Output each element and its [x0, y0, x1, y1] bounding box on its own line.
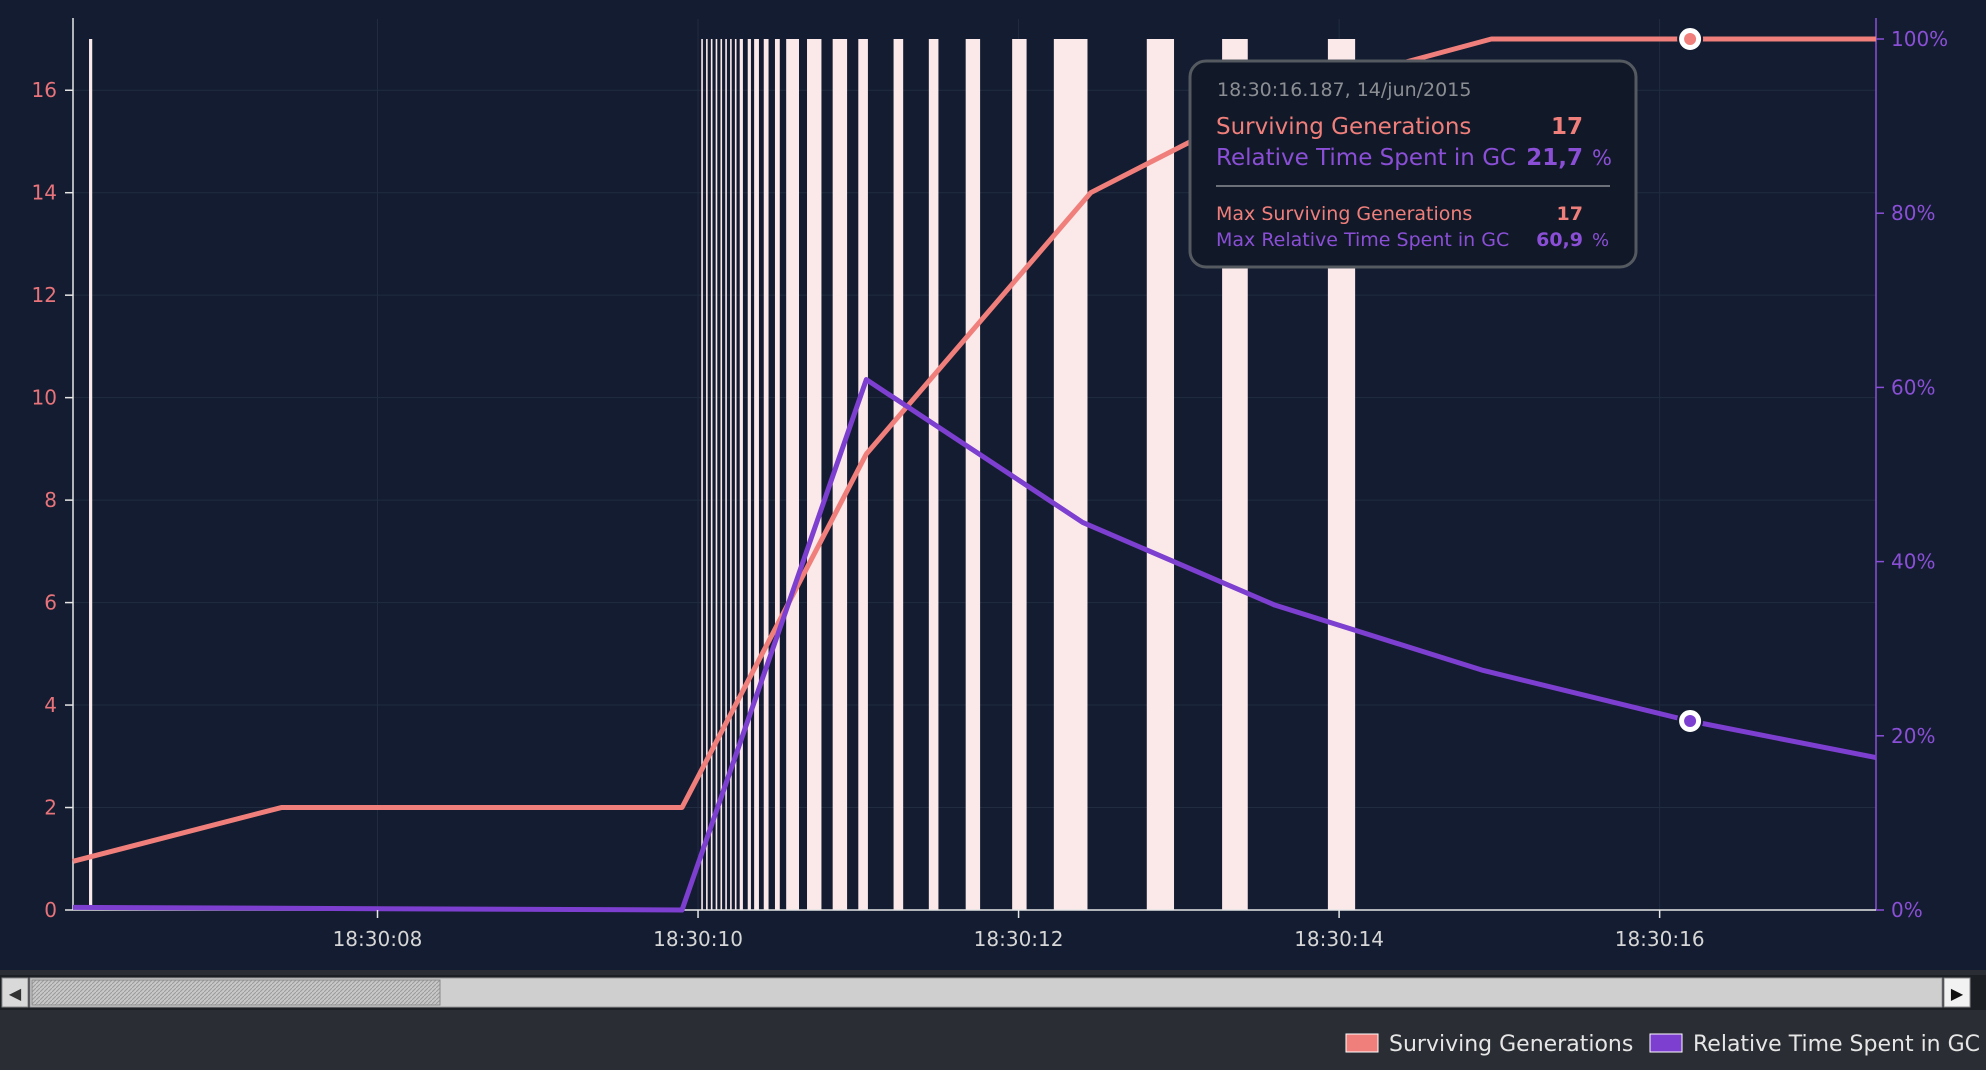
left-axis-ticks: 0 2 4 6 8 10 12 14 16	[32, 78, 73, 922]
left-tick-label: 6	[44, 591, 57, 615]
x-tick-label: 18:30:10	[653, 927, 743, 951]
left-tick-label: 12	[32, 283, 57, 307]
tooltip-gc-unit: %	[1592, 146, 1612, 170]
legend: Surviving Generations Relative Time Spen…	[1345, 1032, 1980, 1057]
scroll-right-icon: ▶	[1951, 984, 1964, 1003]
series-line-gc	[72, 377, 1877, 913]
horizontal-scrollbar[interactable]: ◀ ▶	[0, 975, 1986, 1010]
marker-dot-gc	[1684, 714, 1697, 727]
left-tick-label: 2	[44, 796, 57, 820]
gc-event-bar	[786, 39, 800, 910]
gc-event-bar	[754, 39, 759, 910]
gc-event-bar	[725, 39, 727, 910]
gc-event-bar	[89, 39, 93, 910]
marker-dot-surviving	[1684, 33, 1697, 45]
series-line-surviving	[72, 36, 1876, 864]
gc-event-bar	[763, 39, 769, 910]
gc-event-bar	[701, 39, 703, 910]
tooltip-max-surviving-value: 17	[1557, 203, 1583, 225]
scrollbar-thumb[interactable]	[31, 979, 441, 1006]
legend-label-gc: Relative Time Spent in GC	[1693, 1032, 1980, 1057]
left-tick-label: 14	[32, 181, 57, 205]
scrollbar-right-button[interactable]	[1943, 977, 1971, 1008]
left-tick-label: 10	[32, 386, 57, 410]
tooltip-surviving-label: Surviving Generations	[1216, 114, 1471, 140]
gc-event-bar	[1146, 39, 1175, 910]
x-tick-label: 18:30:08	[333, 927, 423, 951]
right-tick-label: 80%	[1891, 201, 1935, 225]
right-tick-label: 40%	[1891, 550, 1935, 574]
tooltip-max-gc-label: Max Relative Time Spent in GC	[1216, 229, 1509, 251]
gc-event-bar	[747, 39, 751, 910]
gc-event-bar	[715, 39, 718, 910]
right-tick-label: 100%	[1891, 27, 1948, 51]
gc-event-bar	[730, 39, 732, 910]
gc-event-bar	[706, 39, 708, 910]
tooltip-max-surviving-label: Max Surviving Generations	[1216, 203, 1472, 225]
scrollbar-left-button[interactable]	[1, 977, 29, 1008]
right-tick-label: 20%	[1891, 724, 1935, 748]
tooltip-gc-label: Relative Time Spent in GC	[1216, 145, 1516, 171]
x-axis-ticks: 18:30:08 18:30:10 18:30:12 18:30:14 18:30:16	[333, 910, 1705, 951]
tooltip-max-gc-value: 60,9	[1536, 229, 1583, 251]
x-tick-label: 18:30:12	[974, 927, 1064, 951]
gc-event-bar	[1053, 39, 1088, 910]
gc-event-bar	[858, 39, 868, 910]
scroll-left-icon: ◀	[9, 984, 22, 1003]
legend-label-surviving: Surviving Generations	[1389, 1032, 1633, 1057]
x-tick-label: 18:30:14	[1294, 927, 1384, 951]
gc-event-bar	[807, 39, 822, 910]
gc-event-bar	[965, 39, 981, 910]
series-lines	[72, 36, 1877, 913]
left-tick-label: 4	[44, 693, 57, 717]
gc-event-bar	[774, 39, 780, 910]
hover-markers	[1677, 26, 1704, 734]
gc-event-bar	[928, 39, 939, 910]
gc-event-bar	[710, 39, 713, 910]
left-tick-label: 0	[44, 898, 57, 922]
legend-swatch-surviving	[1345, 1033, 1379, 1053]
tooltip-gc-value: 21,7	[1526, 145, 1583, 171]
gc-event-bar	[734, 39, 737, 910]
tooltip-max-gc-unit: %	[1592, 230, 1609, 251]
right-tick-label: 60%	[1891, 375, 1935, 399]
right-axis-ticks: 0% 20% 40% 60% 80% 100%	[1876, 27, 1948, 922]
tooltip: 18:30:16.187, 14/jun/2015 Surviving Gene…	[1188, 59, 1638, 269]
gc-event-bar	[1012, 39, 1027, 910]
tooltip-timestamp: 18:30:16.187, 14/jun/2015	[1217, 79, 1471, 101]
gc-event-bar	[832, 39, 848, 910]
left-tick-label: 8	[44, 488, 57, 512]
right-tick-label: 0%	[1891, 898, 1923, 922]
legend-swatch-gc	[1649, 1033, 1683, 1053]
legend-bar	[0, 1010, 1986, 1066]
gc-event-bars	[89, 39, 1356, 910]
gc-event-bar	[893, 39, 904, 910]
tooltip-box	[1188, 59, 1638, 269]
plot-background	[0, 0, 1986, 970]
x-tick-label: 18:30:16	[1615, 927, 1705, 951]
left-tick-label: 16	[32, 78, 57, 102]
tooltip-surviving-value: 17	[1551, 114, 1583, 140]
gc-event-bar	[739, 39, 743, 910]
gc-event-bar	[720, 39, 723, 910]
